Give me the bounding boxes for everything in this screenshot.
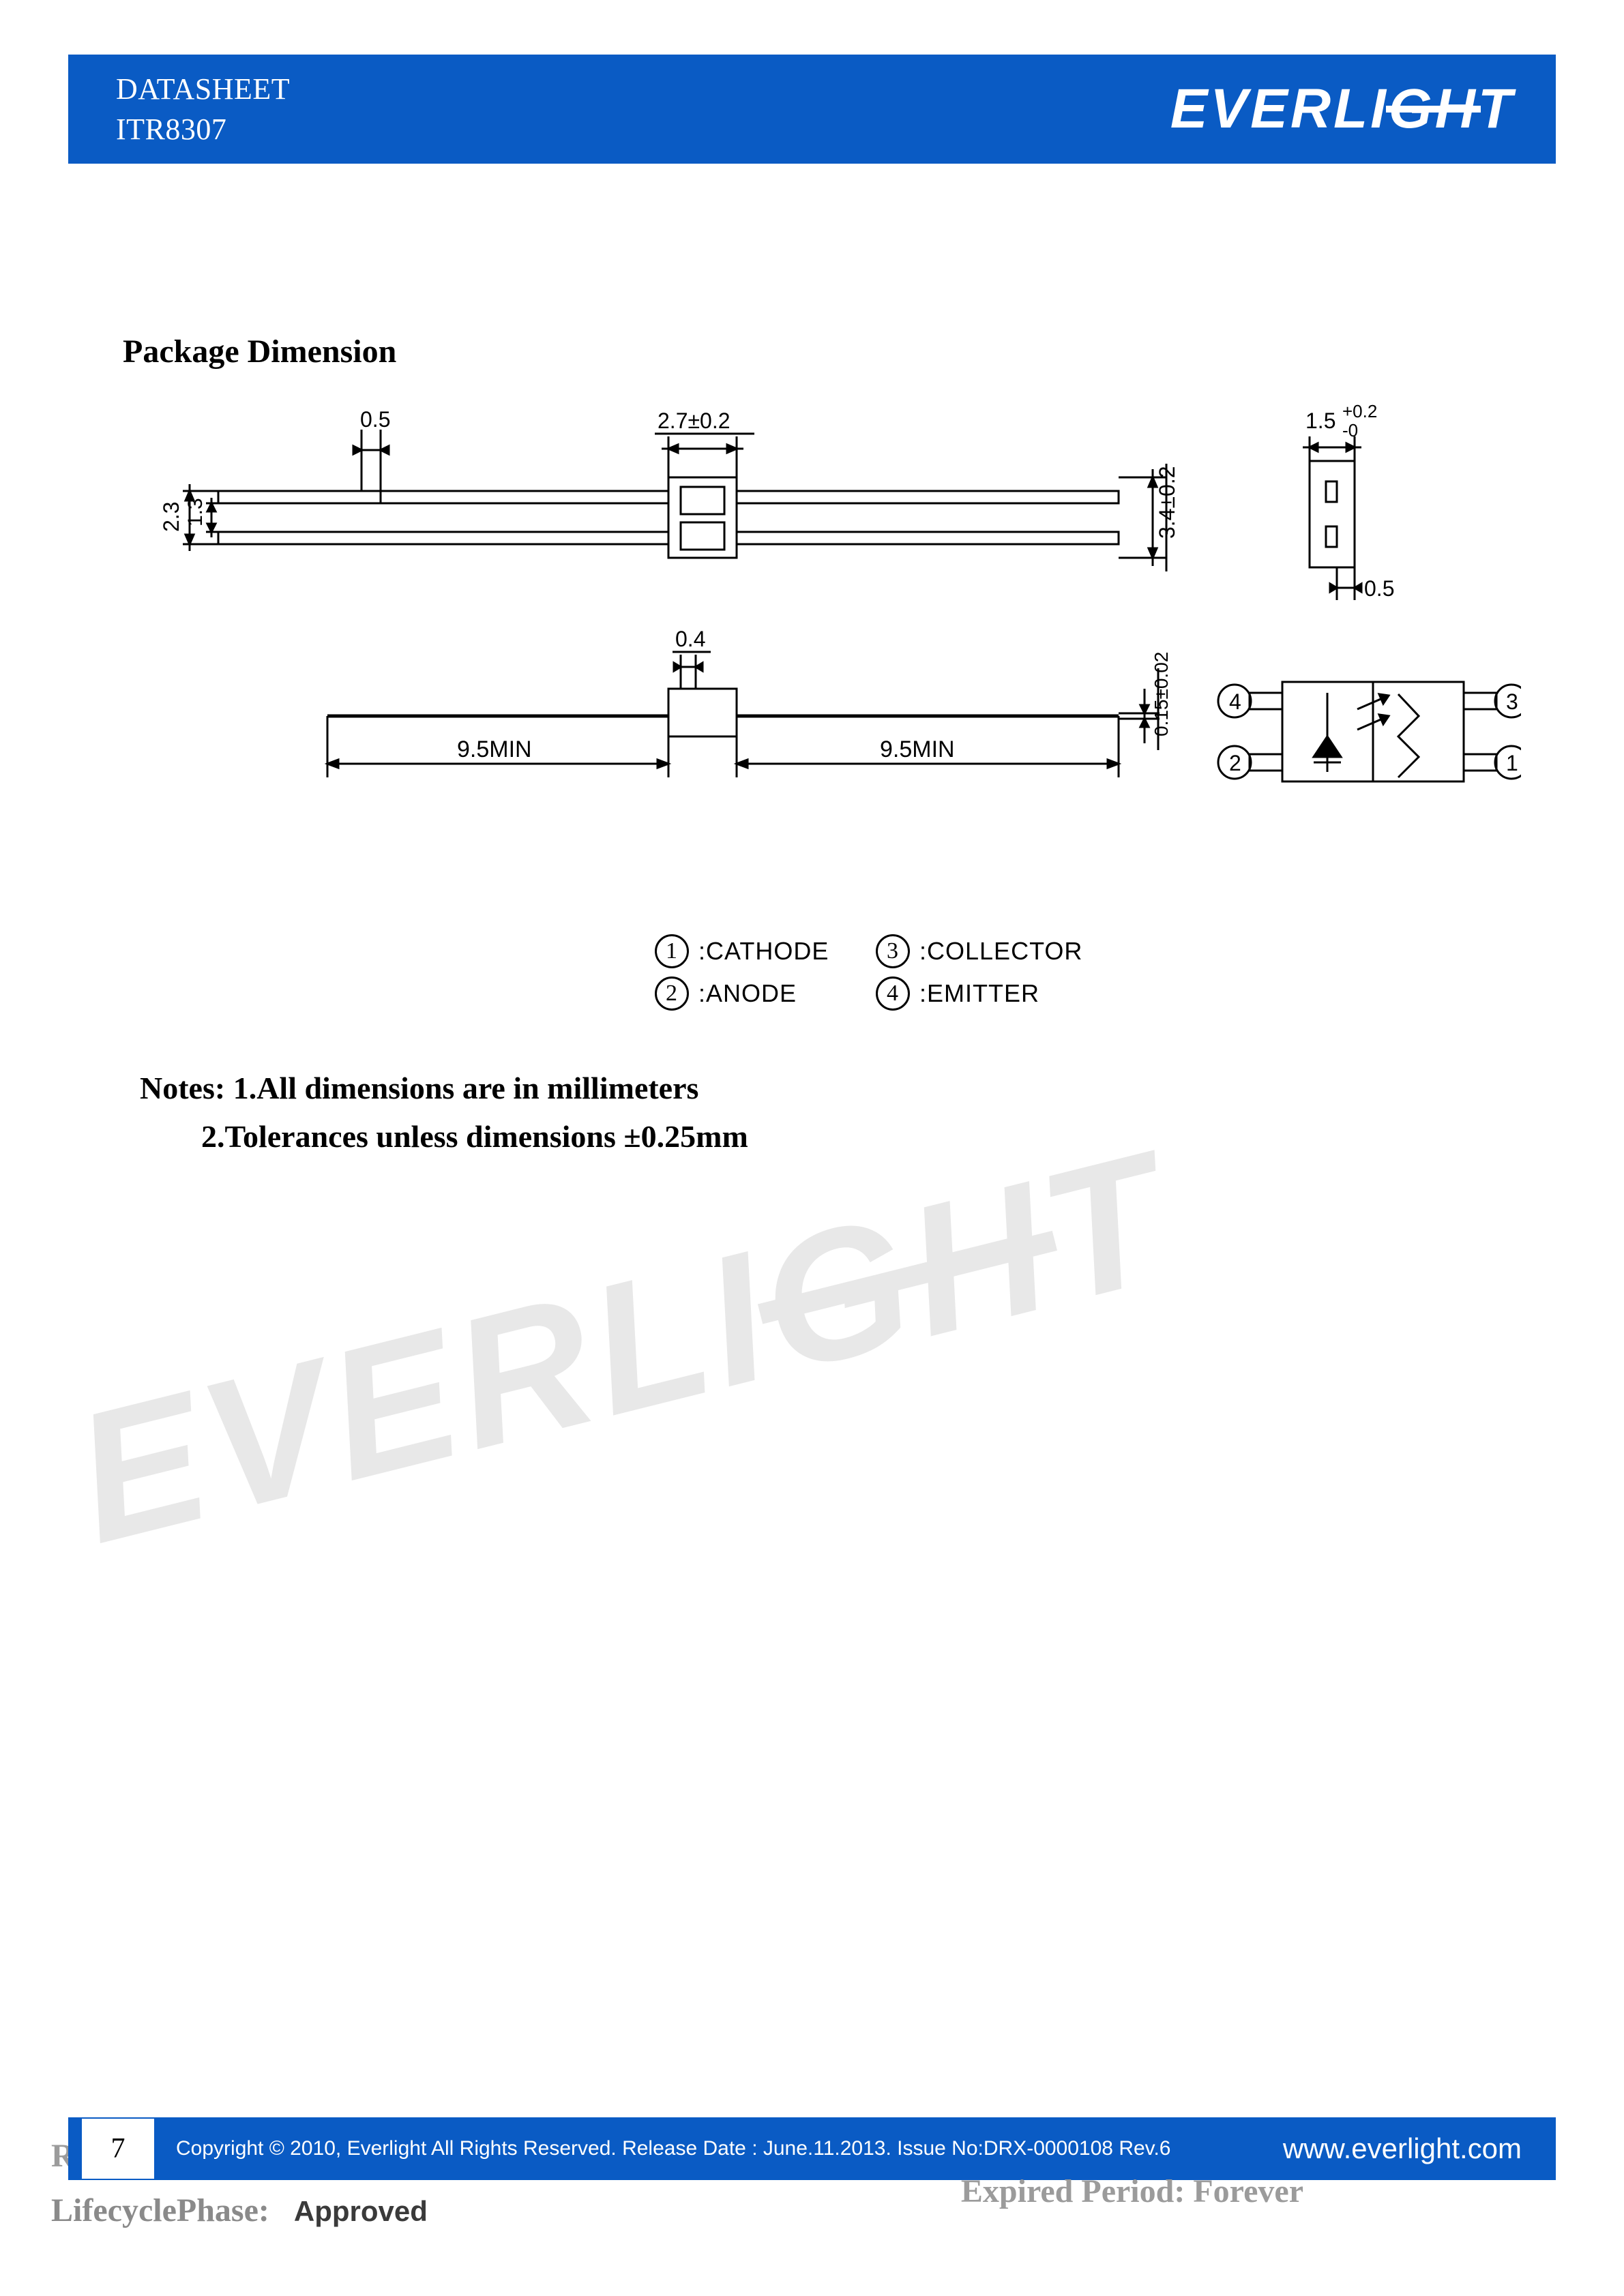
svg-text:1: 1 — [1506, 751, 1518, 775]
dim-1-5-lower: -0 — [1342, 420, 1358, 441]
lifecycle-label: LifecyclePhase: — [51, 2192, 269, 2229]
pin-3-icon: 3 — [876, 934, 910, 968]
page-number: 7 — [80, 2117, 156, 2180]
brand-logo: EVERLIGHT — [1170, 77, 1515, 141]
dim-0-15: 0.15±0.02 — [1151, 652, 1172, 736]
dim-0-5b: 0.5 — [1364, 576, 1394, 601]
svg-text:2: 2 — [1229, 751, 1241, 775]
pin-2-label: :ANODE — [698, 979, 835, 1008]
package-dimension-diagram: 2.3 1.3 0.5 — [102, 396, 1521, 886]
header-bar: DATASHEET ITR8307 EVERLIGHT — [68, 55, 1556, 164]
dim-9-5-left: 9.5MIN — [457, 736, 532, 762]
note-1: 1.All dimensions are in millimeters — [233, 1071, 699, 1105]
lifecycle-value: Approved — [294, 2195, 428, 2228]
doc-type: DATASHEET — [116, 69, 290, 109]
notes-block: Notes: 1.All dimensions are in millimete… — [140, 1064, 748, 1161]
pin-1-label: :CATHODE — [698, 937, 835, 966]
dim-1-3: 1.3 — [184, 498, 207, 526]
pin-legend: 1 :CATHODE 3 :COLLECTOR 2 :ANODE 4 :EMIT… — [655, 934, 1056, 1019]
dim-3-4: 3.4±0.2 — [1155, 466, 1179, 539]
dim-0-5: 0.5 — [360, 407, 390, 432]
copyright-text: Copyright © 2010, Everlight All Rights R… — [176, 2137, 1283, 2160]
dim-1-5-upper: +0.2 — [1342, 401, 1377, 421]
dim-2-3: 2.3 — [159, 502, 183, 532]
dim-0-4: 0.4 — [675, 627, 705, 651]
lifecycle-row: LifecyclePhase: Approved — [51, 2192, 428, 2229]
footer-bar: 7 Copyright © 2010, Everlight All Rights… — [68, 2117, 1556, 2180]
dim-2-7: 2.7±0.2 — [658, 408, 730, 433]
pin-3-label: :COLLECTOR — [919, 937, 1056, 966]
dim-9-5-right: 9.5MIN — [880, 736, 955, 762]
header-left: DATASHEET ITR8307 — [116, 69, 290, 150]
note-2: 2.Tolerances unless dimensions ±0.25mm — [201, 1119, 748, 1154]
website-link[interactable]: www.everlight.com — [1283, 2132, 1522, 2165]
section-title: Package Dimension — [123, 333, 396, 370]
part-number: ITR8307 — [116, 109, 290, 149]
pin-2-icon: 2 — [655, 976, 689, 1011]
expired-period: Expired Period: Forever — [961, 2173, 1303, 2210]
pin-4-icon: 4 — [876, 976, 910, 1011]
datasheet-page: DATASHEET ITR8307 EVERLIGHT Package Dime… — [0, 0, 1624, 2296]
notes-lead: Notes: — [140, 1071, 225, 1105]
pin-1-icon: 1 — [655, 934, 689, 968]
svg-text:3: 3 — [1506, 689, 1518, 714]
pin-4-label: :EMITTER — [919, 979, 1056, 1008]
dim-1-5: 1.5 — [1305, 408, 1335, 433]
svg-text:4: 4 — [1229, 689, 1241, 714]
